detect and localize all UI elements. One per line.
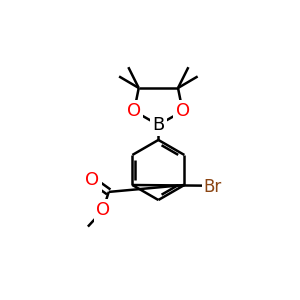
Text: O: O [85,171,100,189]
Text: O: O [176,102,190,120]
Text: Br: Br [203,178,222,196]
Text: O: O [96,201,110,219]
Text: B: B [152,116,164,134]
Text: O: O [127,102,141,120]
